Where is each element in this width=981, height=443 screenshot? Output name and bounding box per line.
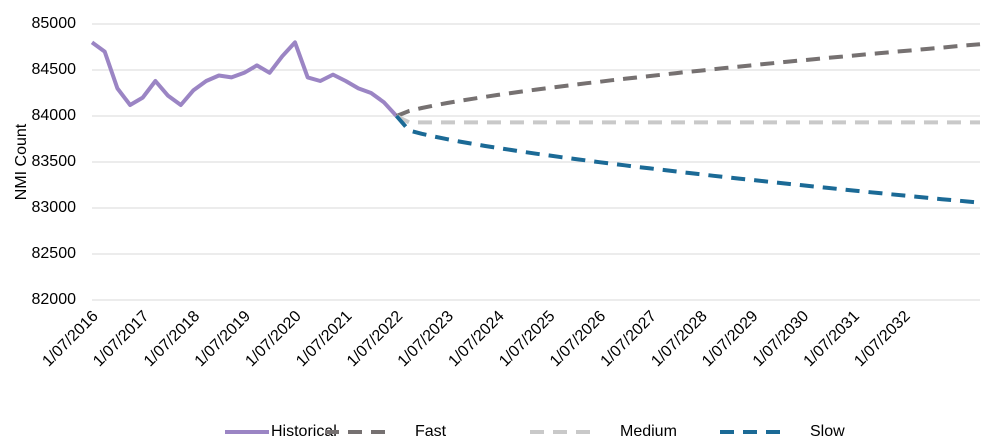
y-tick-label: 84500 bbox=[32, 61, 77, 78]
series-line bbox=[395, 114, 980, 125]
y-tick-label: 84000 bbox=[32, 107, 77, 124]
x-tick-label: 1/07/2032 bbox=[851, 308, 913, 370]
y-tick-label: 82500 bbox=[32, 245, 77, 262]
series-line bbox=[395, 42, 981, 118]
legend-label: Slow bbox=[810, 423, 845, 440]
legend-label: Medium bbox=[620, 423, 677, 440]
y-tick-label: 83000 bbox=[32, 199, 77, 216]
y-axis-label: NMI Count bbox=[13, 123, 30, 200]
series-line bbox=[394, 114, 981, 205]
y-tick-label: 83500 bbox=[32, 153, 77, 170]
y-tick-label: 82000 bbox=[32, 291, 77, 308]
y-tick-label: 85000 bbox=[32, 15, 77, 32]
series-line bbox=[90, 40, 398, 118]
legend-label: Fast bbox=[415, 423, 447, 440]
legend-label: Historical bbox=[271, 423, 337, 440]
